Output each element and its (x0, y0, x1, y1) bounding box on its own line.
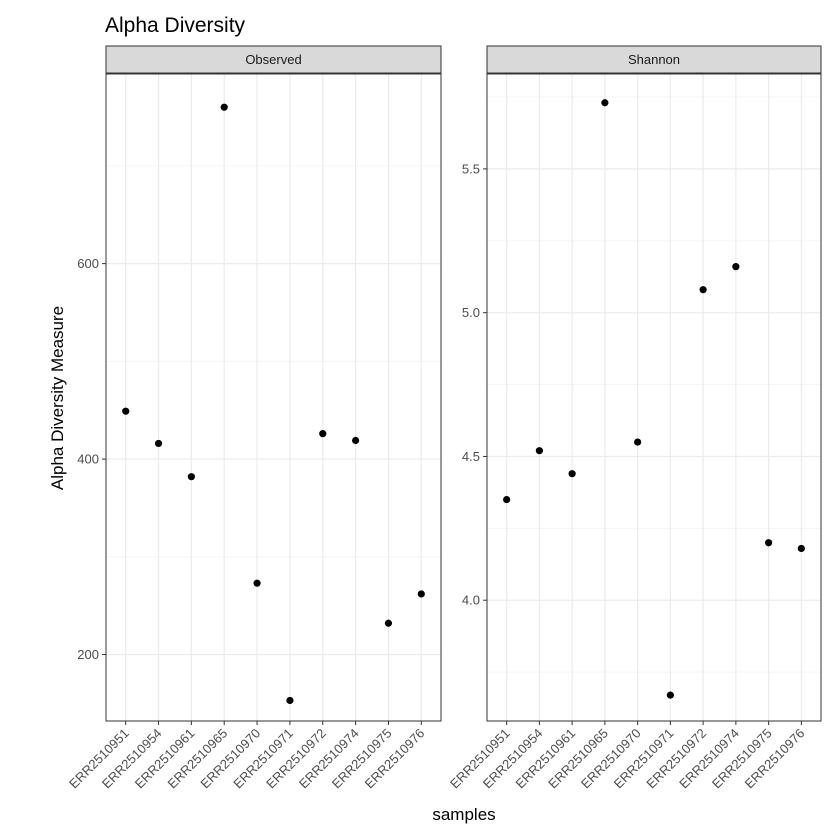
y-tick-label: 4.0 (462, 593, 480, 608)
data-point-ERR2510961 (568, 470, 576, 478)
facet-strip (105, 45, 442, 74)
data-point-ERR2510951 (503, 495, 511, 504)
data-point-ERR2510965 (601, 99, 609, 107)
data-point-ERR2510970 (253, 579, 261, 587)
data-point-ERR2510954 (535, 447, 543, 455)
y-tick-label: 400 (77, 452, 99, 467)
y-axis-title: Alpha Diversity Measure (48, 306, 67, 490)
data-point-ERR2510961 (187, 473, 195, 481)
y-tick-label: 5.0 (462, 305, 480, 320)
x-axis-title: samples (432, 805, 495, 824)
data-point-ERR2510954 (154, 439, 163, 448)
facet-strip (486, 45, 822, 74)
y-tick-label: 600 (77, 256, 99, 271)
y-tick-label: 200 (77, 647, 99, 662)
facet-strip-label: Shannon (628, 52, 680, 67)
data-point-ERR2510976 (797, 544, 805, 553)
panel-border (105, 73, 442, 722)
y-tick-label: 4.5 (462, 449, 480, 464)
panel-border (486, 73, 822, 722)
data-point-ERR2510972 (699, 286, 707, 294)
facet-panels: Observed200400600ERR2510951ERR2510954ERR… (66, 45, 822, 791)
data-point-ERR2510970 (634, 438, 642, 446)
data-point-ERR2510971 (666, 691, 674, 699)
data-point-ERR2510972 (319, 430, 327, 438)
y-tick-label: 5.5 (462, 161, 480, 176)
facet-strip-label: Observed (245, 52, 301, 67)
data-point-ERR2510976 (417, 590, 425, 598)
panel-observed: Observed200400600ERR2510951ERR2510954ERR… (66, 45, 442, 791)
data-point-ERR2510975 (384, 619, 393, 627)
panel-shannon: Shannon4.04.55.05.5ERR2510951ERR2510954E… (447, 45, 822, 791)
data-point-ERR2510965 (220, 103, 228, 111)
data-point-ERR2510975 (765, 539, 773, 547)
data-point-ERR2510971 (286, 696, 294, 705)
panel-background (106, 74, 441, 721)
data-point-ERR2510974 (352, 436, 360, 445)
panel-background (487, 74, 821, 721)
data-point-ERR2510951 (122, 407, 130, 415)
data-point-ERR2510974 (732, 263, 740, 271)
chart-title: Alpha Diversity (105, 14, 246, 37)
